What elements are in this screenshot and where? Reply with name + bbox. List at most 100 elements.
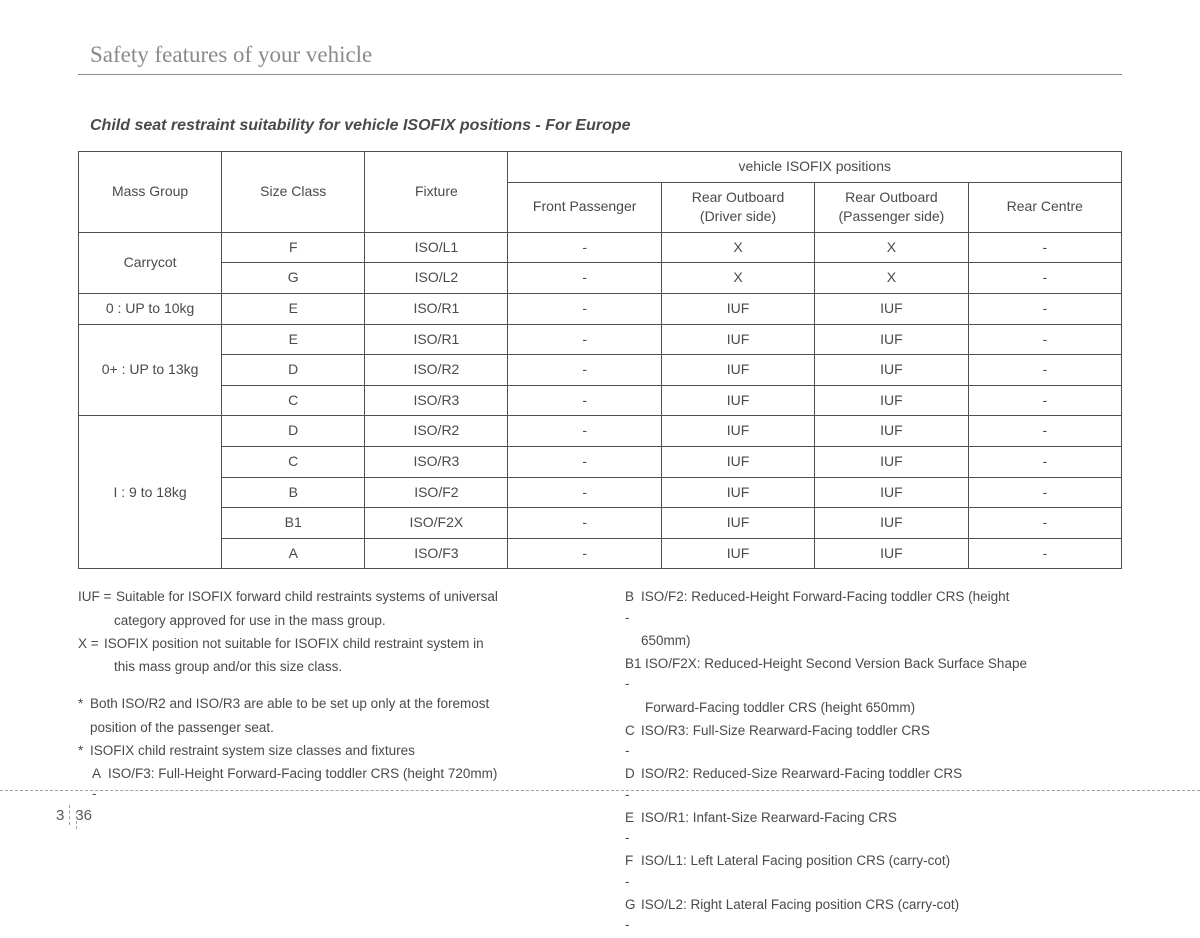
table-cell: A	[222, 538, 365, 569]
note-g: G - ISO/L2: Right Lateral Facing positio…	[611, 895, 1122, 936]
note-x: X =ISOFIX position not suitable for ISOF…	[78, 634, 589, 654]
col-fixture: Fixture	[365, 152, 508, 233]
note-star-1: *Both ISO/R2 and ISO/R3 are able to be s…	[78, 694, 589, 714]
table-cell: IUF	[661, 446, 814, 477]
table-cell: F	[222, 232, 365, 263]
table-cell: IUF	[815, 538, 968, 569]
table-cell: IUF	[661, 385, 814, 416]
note-iuf-cont: category approved for use in the mass gr…	[78, 611, 589, 631]
table-cell: -	[968, 355, 1121, 386]
notes: IUF =Suitable for ISOFIX forward child r…	[78, 587, 1122, 938]
table-cell: -	[508, 538, 661, 569]
table-cell: ISO/F2	[365, 477, 508, 508]
table-cell: G	[222, 263, 365, 294]
table-cell: IUF	[661, 416, 814, 447]
table-cell: -	[508, 508, 661, 539]
page-number: 3 36	[56, 805, 1200, 825]
table-cell: IUF	[815, 446, 968, 477]
col-rear-driver: Rear Outboard (Driver side)	[661, 182, 814, 232]
table-cell: ISO/R3	[365, 446, 508, 477]
footer-vertical-dash	[76, 811, 77, 829]
col-positions-group: vehicle ISOFIX positions	[508, 152, 1122, 183]
table-cell: IUF	[815, 324, 968, 355]
table-cell: -	[508, 324, 661, 355]
mass-group-cell: 0 : UP to 10kg	[79, 293, 222, 324]
col-size-class: Size Class	[222, 152, 365, 233]
table-cell: ISO/F2X	[365, 508, 508, 539]
table-cell: -	[968, 538, 1121, 569]
table-cell: -	[968, 508, 1121, 539]
table-cell: IUF	[815, 477, 968, 508]
table-cell: -	[968, 446, 1121, 477]
notes-right: B - ISO/F2: Reduced-Height Forward-Facin…	[611, 587, 1122, 938]
table-cell: E	[222, 324, 365, 355]
page-separator	[69, 805, 70, 825]
table-cell: E	[222, 293, 365, 324]
note-b: B - ISO/F2: Reduced-Height Forward-Facin…	[611, 587, 1122, 628]
table-cell: -	[508, 477, 661, 508]
table-cell: IUF	[815, 416, 968, 447]
note-b-cont: 650mm)	[611, 631, 1122, 651]
note-b1: B1 - ISO/F2X: Reduced-Height Second Vers…	[611, 654, 1122, 695]
isofix-table: Mass Group Size Class Fixture vehicle IS…	[78, 151, 1122, 569]
footer-rule	[0, 790, 1200, 791]
table-cell: ISO/R2	[365, 416, 508, 447]
footer: 3 36	[0, 790, 1200, 825]
table-cell: B	[222, 477, 365, 508]
table-cell: IUF	[815, 293, 968, 324]
table-cell: IUF	[661, 477, 814, 508]
table-cell: -	[508, 293, 661, 324]
mass-group-cell: Carrycot	[79, 232, 222, 293]
table-cell: -	[968, 324, 1121, 355]
col-rear-centre: Rear Centre	[968, 182, 1121, 232]
table-cell: IUF	[661, 324, 814, 355]
table-cell: IUF	[661, 538, 814, 569]
table-row: DISO/R2-IUFIUF-	[79, 355, 1122, 386]
table-cell: X	[815, 263, 968, 294]
header-rule	[78, 74, 1122, 75]
table-cell: B1	[222, 508, 365, 539]
note-star-1-cont: position of the passenger seat.	[78, 718, 589, 738]
table-cell: ISO/F3	[365, 538, 508, 569]
note-c: C - ISO/R3: Full-Size Rearward-Facing to…	[611, 721, 1122, 762]
table-cell: D	[222, 416, 365, 447]
table-row: BISO/F2-IUFIUF-	[79, 477, 1122, 508]
table-cell: IUF	[661, 293, 814, 324]
col-rear-passenger: Rear Outboard (Passenger side)	[815, 182, 968, 232]
table-cell: -	[968, 232, 1121, 263]
table-cell: -	[508, 355, 661, 386]
col-front-passenger: Front Passenger	[508, 182, 661, 232]
table-cell: -	[508, 385, 661, 416]
note-x-cont: this mass group and/or this size class.	[78, 657, 589, 677]
col-mass-group: Mass Group	[79, 152, 222, 233]
section-heading: Child seat restraint suitability for veh…	[90, 117, 1122, 135]
table-cell: ISO/L2	[365, 263, 508, 294]
table-row: GISO/L2-XX-	[79, 263, 1122, 294]
table-cell: X	[661, 263, 814, 294]
table-cell: ISO/R2	[365, 355, 508, 386]
table-row: 0+ : UP to 13kgEISO/R1-IUFIUF-	[79, 324, 1122, 355]
note-iuf: IUF =Suitable for ISOFIX forward child r…	[78, 587, 589, 607]
table-cell: ISO/R1	[365, 293, 508, 324]
table-cell: -	[508, 446, 661, 477]
table-cell: ISO/R1	[365, 324, 508, 355]
table-cell: -	[508, 232, 661, 263]
table-cell: D	[222, 355, 365, 386]
note-star-2: *ISOFIX child restraint system size clas…	[78, 741, 589, 761]
table-row: CISO/R3-IUFIUF-	[79, 385, 1122, 416]
table-row: AISO/F3-IUFIUF-	[79, 538, 1122, 569]
table-row: CarrycotFISO/L1-XX-	[79, 232, 1122, 263]
table-cell: -	[508, 416, 661, 447]
table-cell: -	[968, 477, 1121, 508]
table-cell: X	[815, 232, 968, 263]
table-cell: -	[968, 293, 1121, 324]
table-row: CISO/R3-IUFIUF-	[79, 446, 1122, 477]
mass-group-cell: I : 9 to 18kg	[79, 416, 222, 569]
notes-left: IUF =Suitable for ISOFIX forward child r…	[78, 587, 589, 938]
table-row: 0 : UP to 10kgEISO/R1-IUFIUF-	[79, 293, 1122, 324]
table-cell: -	[968, 416, 1121, 447]
note-f: F - ISO/L1: Left Lateral Facing position…	[611, 851, 1122, 892]
table-cell: IUF	[815, 385, 968, 416]
page-title: Safety features of your vehicle	[90, 42, 1122, 68]
note-b1-cont: Forward-Facing toddler CRS (height 650mm…	[611, 698, 1122, 718]
